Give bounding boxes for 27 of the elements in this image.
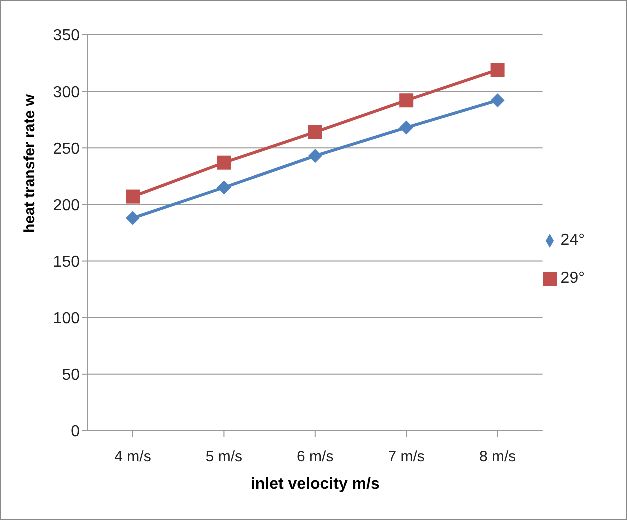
y-tick-label: 250: [53, 140, 80, 158]
y-tick-label: 50: [62, 367, 80, 384]
y-tick-label: 150: [53, 254, 80, 271]
y-axis-title: heat transfer rate w: [21, 94, 38, 233]
point: [126, 211, 140, 226]
y-tick-label: 0: [71, 424, 80, 441]
y-tick-label: 100: [53, 310, 80, 328]
point: [308, 125, 322, 140]
point: [308, 149, 322, 164]
y-tick-label: 200: [53, 197, 80, 214]
x-tick-label: 5 m/s: [206, 448, 243, 466]
point: [217, 156, 232, 170]
x-tick-label: 4 m/s: [114, 448, 152, 466]
point: [400, 120, 414, 135]
point: [217, 180, 232, 195]
point: [490, 94, 505, 108]
point: [490, 63, 505, 78]
x-axis-title: inlet velocity m/s: [250, 476, 380, 493]
point: [126, 190, 140, 204]
point: [400, 94, 414, 108]
y-tick-label: 300: [53, 84, 80, 102]
x-tick-label: 6 m/s: [297, 448, 334, 466]
x-tick-label: 8 m/s: [479, 448, 516, 466]
x-tick-label: 7 m/s: [388, 448, 425, 466]
y-tick-label: 350: [53, 28, 80, 45]
legend-label: 24°: [560, 232, 585, 249]
legend-label: 29°: [560, 270, 585, 287]
